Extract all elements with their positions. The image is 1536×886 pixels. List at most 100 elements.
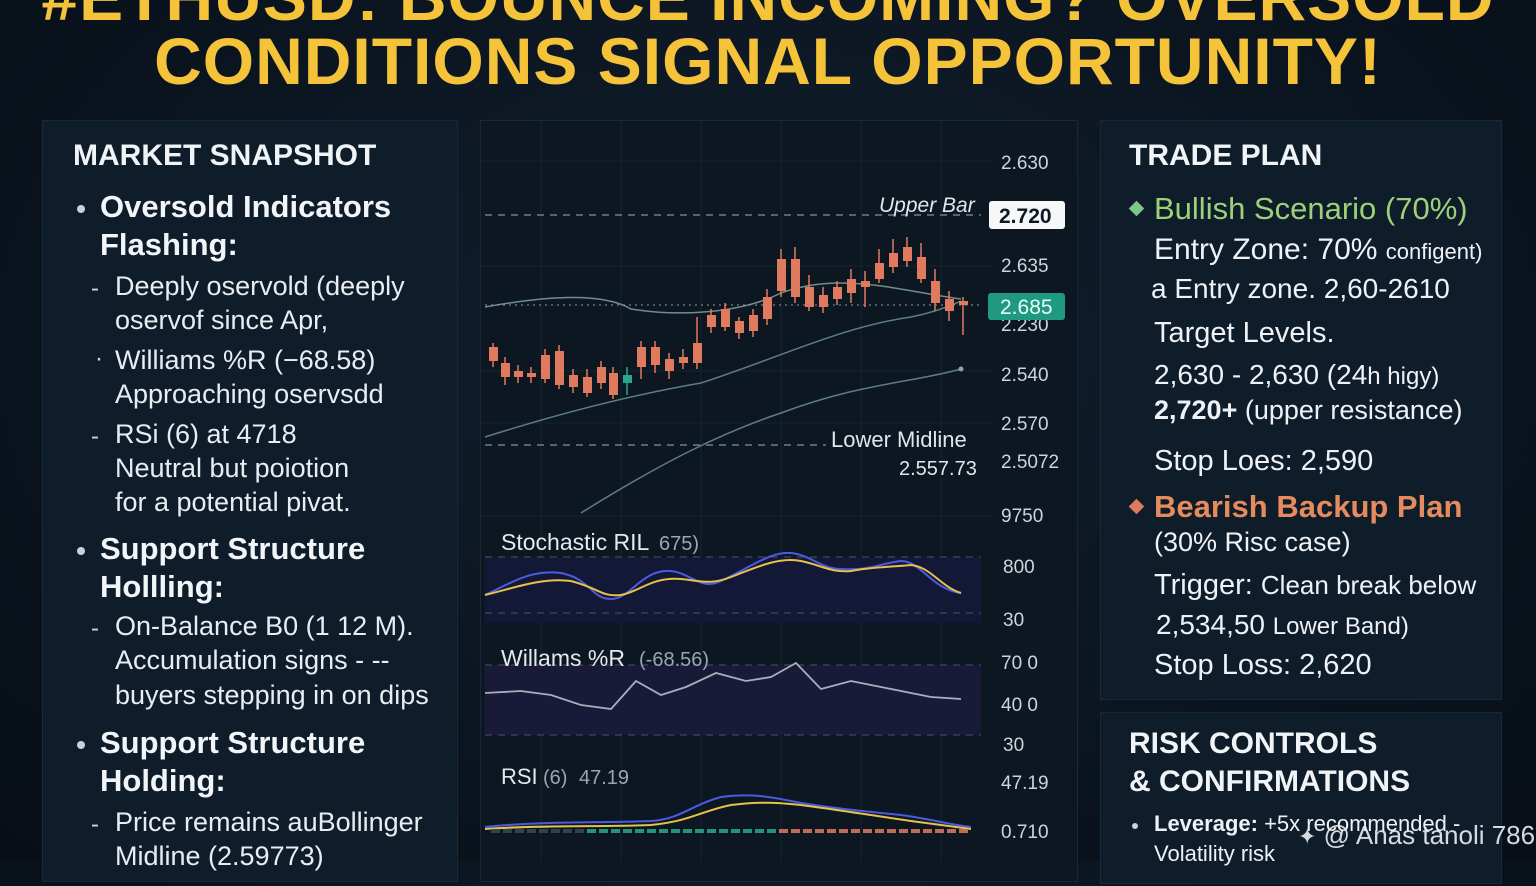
dash-icon: - xyxy=(91,811,99,838)
rsi-period: (6) xyxy=(543,767,567,789)
stochastic-d-line xyxy=(484,559,962,597)
candle-body xyxy=(791,259,800,297)
candle-body xyxy=(651,347,660,365)
candle-body xyxy=(555,351,564,385)
section-title: Support Structure xyxy=(100,531,366,566)
risk-item: Leverage: +5x recommended - xyxy=(1154,811,1460,837)
curve-end-dot xyxy=(958,366,964,372)
rsi-histogram-bar xyxy=(779,829,788,833)
trigger-level-note: Lower Band) xyxy=(1272,613,1409,640)
entry-zone-label: Entry Zone: 70% xyxy=(1154,233,1378,266)
williams-label: Willams %R xyxy=(501,645,625,671)
bollinger-lower-curve xyxy=(580,368,962,514)
candle-body xyxy=(679,357,688,363)
list-item: Price remains auBollinger xyxy=(115,807,423,837)
current-price-badge-text: 2.685 xyxy=(1000,296,1053,319)
candlesticks xyxy=(489,237,968,399)
bullish-diamond-icon xyxy=(1128,200,1145,217)
rsi-histogram-bar xyxy=(755,829,764,833)
price-tick: 2.5072 xyxy=(1001,452,1059,473)
rsi-histogram-bar xyxy=(923,829,932,833)
dash-icon: - xyxy=(91,615,99,642)
candle-body xyxy=(875,263,884,279)
rsi-histogram-bar xyxy=(623,829,632,833)
williams-tick: 30 xyxy=(1003,735,1024,756)
rsi-value: 47.19 xyxy=(579,767,629,789)
price-tick: 2.540 xyxy=(1001,365,1049,386)
rsi-histogram-bar xyxy=(911,829,920,833)
candle-body xyxy=(903,247,912,261)
bullish-stop-loss: Stop Loes: 2,590 xyxy=(1154,445,1374,477)
rsi-histogram-bar xyxy=(635,829,644,833)
candle-body xyxy=(623,375,632,383)
candle-body xyxy=(959,301,968,305)
upper-band-label: Upper Bar xyxy=(879,194,976,217)
rsi-histogram-bar xyxy=(947,829,956,833)
rsi-histogram-bar xyxy=(791,829,800,833)
candle-body xyxy=(735,321,744,333)
list-item: oservof since Apr, xyxy=(115,305,329,335)
target-level-1-note: h higy) xyxy=(1367,363,1440,390)
candle-body xyxy=(889,253,898,267)
target-level-2-note: (upper resistance) xyxy=(1244,395,1463,425)
leverage-value: +5x recommended - xyxy=(1264,811,1461,836)
section-title: Support Structure xyxy=(100,725,366,760)
section-title: Oversold Indicators xyxy=(100,189,392,224)
section-title: Hollling: xyxy=(100,569,224,604)
bullet-icon xyxy=(77,741,85,749)
rsi-histogram-bar xyxy=(899,829,908,833)
rsi-histogram-bar xyxy=(659,829,668,833)
rsi-histogram-bar xyxy=(887,829,896,833)
stochastic-value: 675) xyxy=(659,533,699,555)
rsi-histogram-bar xyxy=(695,829,704,833)
rsi-histogram xyxy=(491,829,968,833)
rsi-histogram-bar xyxy=(551,829,560,833)
williams-pane xyxy=(485,665,981,735)
rsi-histogram-bar xyxy=(803,829,812,833)
price-tick-behind: 2.230 xyxy=(1001,315,1049,336)
target-level-1-value: 2,630 - 2,630 (24 xyxy=(1154,359,1368,390)
price-tick: 2.635 xyxy=(1001,256,1049,277)
rsi-histogram-bar xyxy=(851,829,860,833)
entry-zone-line: Entry Zone: 70% configent) xyxy=(1154,233,1482,267)
candle-body xyxy=(861,281,870,287)
candle-body xyxy=(665,359,674,371)
bollinger-upper-curve xyxy=(484,282,962,314)
candle-body xyxy=(569,375,578,387)
candle-body xyxy=(763,297,772,319)
rsi-histogram-bar xyxy=(587,829,596,833)
list-item: RSi (6) at 4718 xyxy=(115,419,297,449)
bullish-title: Bullish Scenario (70%) xyxy=(1154,191,1468,226)
rsi-tick: 47.19 xyxy=(1001,773,1049,794)
rsi-histogram-bar xyxy=(671,829,680,833)
rsi-histogram-bar xyxy=(767,829,776,833)
target-levels-label: Target Levels. xyxy=(1154,317,1335,349)
trade-plan-heading: TRADE PLAN xyxy=(1129,139,1323,172)
stochastic-tick: 30 xyxy=(1003,610,1024,631)
rsi-histogram-bar xyxy=(707,829,716,833)
list-item: On-Balance B0 (1 12 M). xyxy=(115,611,414,641)
section-title: Flashing: xyxy=(100,227,238,262)
list-item: Accumulation signs - -- xyxy=(115,645,390,675)
section-title: Holding: xyxy=(100,763,226,798)
target-level-1: 2,630 - 2,630 (24h higy) xyxy=(1154,359,1439,391)
candle-body xyxy=(637,347,646,367)
list-item: Williams %R (−68.58) xyxy=(115,345,376,375)
list-item: for a potential pivat. xyxy=(115,487,351,517)
candle-body xyxy=(805,287,814,307)
leverage-label: Leverage: xyxy=(1154,811,1258,836)
trigger-line: Trigger: Clean break below xyxy=(1154,569,1476,602)
rsi-histogram-bar xyxy=(599,829,608,833)
chart-panel: Upper Bar Lower Midline 2.557.73 2.630 2… xyxy=(480,120,1078,882)
rsi-label: RSI xyxy=(501,764,538,789)
stochastic-label: Stochastic RIL xyxy=(501,529,649,555)
candle-body xyxy=(847,279,856,293)
list-item: Approaching oservsdd xyxy=(115,379,384,409)
market-snapshot-heading: MARKET SNAPSHOT xyxy=(73,139,377,172)
price-tick: 2.570 xyxy=(1001,414,1049,435)
rsi-histogram-bar xyxy=(563,829,572,833)
upper-price-badge xyxy=(989,201,1065,229)
williams-tick: 70 0 xyxy=(1001,653,1038,674)
candle-body xyxy=(489,347,498,361)
rsi-histogram-bar xyxy=(743,829,752,833)
